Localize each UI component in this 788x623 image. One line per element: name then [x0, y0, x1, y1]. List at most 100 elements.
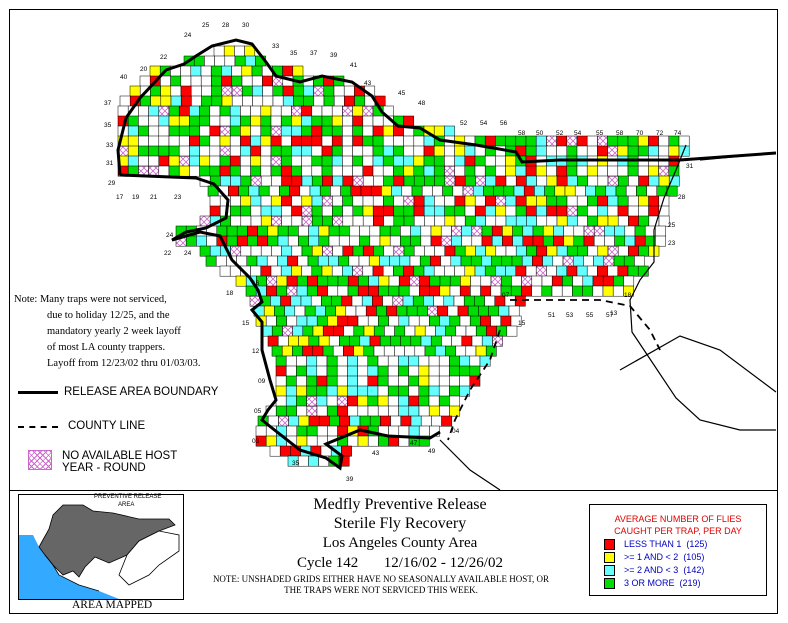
grid-cell [445, 345, 456, 357]
grid-cell [387, 365, 399, 377]
grid-cell [348, 255, 360, 267]
grid-cell [428, 395, 440, 407]
grid-cell [327, 315, 338, 327]
grid-cell [433, 155, 445, 167]
grid-cell [536, 215, 548, 227]
grid-cell [275, 405, 287, 417]
grid-cell [240, 245, 252, 257]
fly-legend-header-1: AVERAGE NUMBER OF FLIES [614, 514, 742, 524]
grid-cell [292, 345, 303, 357]
grid-cell [451, 225, 462, 237]
grid-cell [311, 135, 323, 147]
grid-cell [444, 155, 455, 167]
grid-cell [459, 285, 471, 297]
grid-left-label: 35 [104, 122, 112, 129]
row-1-count: (105) [683, 552, 705, 562]
grid-cell [493, 185, 505, 197]
grid-cell [260, 175, 272, 187]
grid-top-label: 72 [656, 130, 664, 137]
grid-cell [474, 265, 486, 277]
grid-cell [617, 165, 629, 177]
grid-cell [515, 215, 527, 227]
grid-cell [189, 125, 200, 137]
grid-cell [368, 285, 379, 297]
grid-cell [250, 135, 262, 147]
grid-cell [481, 225, 493, 237]
grid-cell [573, 225, 585, 237]
grid-cell [459, 315, 471, 327]
grid-cell [281, 345, 293, 357]
grid-cell [158, 145, 170, 157]
fly-legend-header-2: CAUGHT PER TRAP, PER DAY [614, 526, 742, 536]
grid-cell [185, 235, 197, 247]
grid-cell [369, 335, 381, 347]
grid-cell [636, 185, 647, 197]
grid-cell [452, 185, 464, 197]
grid-cell [354, 95, 366, 107]
grid-cell [505, 245, 517, 257]
grid-cell [522, 225, 534, 237]
grid-cell [291, 195, 303, 207]
grid-cell [180, 85, 192, 97]
grid-cell [260, 155, 272, 167]
grid-cell [382, 155, 394, 167]
grid-cell [332, 195, 343, 207]
grid-cell [585, 185, 596, 197]
grid-cell [577, 245, 588, 257]
grid-lower-label: 55 [586, 312, 594, 319]
grid-cell [461, 235, 473, 247]
grid-cell [449, 285, 461, 297]
grid-cell [362, 145, 374, 157]
grid-cell [342, 175, 354, 187]
grid-top-label: 52 [460, 120, 468, 127]
grid-cell [410, 415, 422, 427]
grid-cell [270, 165, 282, 177]
grid-cell [362, 215, 374, 227]
grid-cell [566, 265, 578, 277]
grid-cell [321, 295, 332, 307]
grid-cell [508, 305, 520, 317]
grid-cell [628, 175, 639, 187]
grid-cell [429, 315, 440, 327]
grid-cell [306, 435, 318, 447]
grid-cell [505, 195, 517, 207]
grid-cell [139, 75, 151, 87]
grid-cell [515, 245, 527, 257]
grid-cell [658, 145, 670, 157]
grid-cell [444, 145, 455, 157]
grid-cell [465, 345, 477, 357]
grid-cell [281, 205, 292, 217]
grid-cell [414, 345, 426, 357]
grid-cell [221, 75, 233, 87]
county-legend-line [18, 426, 58, 428]
grid-cell [265, 435, 277, 447]
grid-cell [582, 275, 594, 287]
grid-cell [230, 245, 242, 257]
grid-cell [420, 235, 432, 247]
grid-cell [383, 195, 394, 207]
grid-cell [127, 115, 139, 127]
grid-cell [586, 135, 598, 147]
grid-cell [382, 165, 394, 177]
grid-cell [505, 165, 517, 177]
grid-cell [308, 235, 320, 247]
grid-cell [607, 205, 619, 217]
grid-cell [336, 395, 348, 407]
grid-cell [398, 285, 410, 297]
fly-count-legend: AVERAGE NUMBER OF FLIES CAUGHT PER TRAP,… [589, 504, 767, 596]
grid-cell [502, 225, 513, 237]
grid-cell [333, 85, 345, 97]
grid-cell [359, 225, 371, 237]
grid-cell [138, 125, 149, 137]
grid-cell [418, 365, 430, 377]
grid-cell [475, 325, 487, 337]
grid-cell [377, 365, 389, 377]
grid-lower-label: 24 [166, 232, 174, 239]
grid-cell [322, 245, 333, 257]
grid-cell [403, 205, 415, 217]
grid-cell [206, 235, 218, 247]
grid-cell [423, 165, 435, 177]
grid-cell [418, 355, 430, 367]
grid-cell [331, 125, 343, 137]
grid-cell [318, 235, 330, 247]
